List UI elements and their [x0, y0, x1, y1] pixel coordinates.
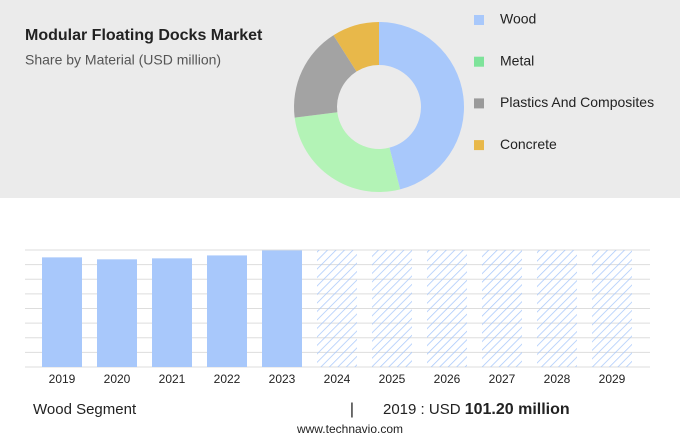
forecast-bar — [592, 250, 632, 367]
bar — [97, 259, 137, 367]
legend-label: Wood — [500, 11, 536, 27]
x-tick-label: 2024 — [324, 372, 351, 386]
forecast-bar — [427, 250, 467, 367]
x-tick-label: 2020 — [104, 372, 131, 386]
legend-label: Plastics And Composites — [500, 94, 654, 110]
legend-label: Concrete — [500, 136, 557, 152]
forecast-bar — [537, 250, 577, 367]
chart-title: Modular Floating Docks Market — [25, 27, 263, 44]
x-tick-label: 2025 — [379, 372, 406, 386]
segment-label: Wood Segment — [33, 401, 137, 418]
bar — [207, 255, 247, 367]
chart-subtitle: Share by Material (USD million) — [25, 52, 221, 68]
bar — [152, 258, 192, 367]
x-tick-label: 2022 — [214, 372, 241, 386]
donut-slice — [379, 22, 465, 190]
x-tick-label: 2021 — [159, 372, 186, 386]
x-tick-label: 2027 — [489, 372, 516, 386]
forecast-bar — [317, 250, 357, 367]
x-tick-label: 2028 — [544, 372, 571, 386]
x-tick-label: 2019 — [49, 372, 76, 386]
highlight-value: 101.20 million — [465, 401, 570, 418]
prefix: 2019 : USD — [383, 401, 461, 418]
legend-swatch — [474, 15, 484, 25]
forecast-bar — [372, 250, 412, 367]
x-tick-label: 2023 — [269, 372, 296, 386]
bar — [42, 257, 82, 367]
source: www.technavio.com — [296, 422, 403, 436]
donut-slice — [293, 35, 357, 118]
legend-swatch — [474, 140, 484, 151]
legend-swatch — [474, 56, 484, 67]
forecast-bar — [482, 250, 522, 367]
donut-slice — [333, 22, 379, 72]
donut-slice — [294, 112, 401, 193]
legend-swatch — [474, 98, 484, 109]
highlight-prefix: 2019 : USD 101.20 million — [383, 401, 570, 418]
divider: | — [350, 401, 354, 418]
x-tick-label: 2029 — [599, 372, 626, 386]
bar — [262, 250, 302, 367]
legend-label: Metal — [500, 52, 534, 68]
x-tick-label: 2026 — [434, 372, 461, 386]
